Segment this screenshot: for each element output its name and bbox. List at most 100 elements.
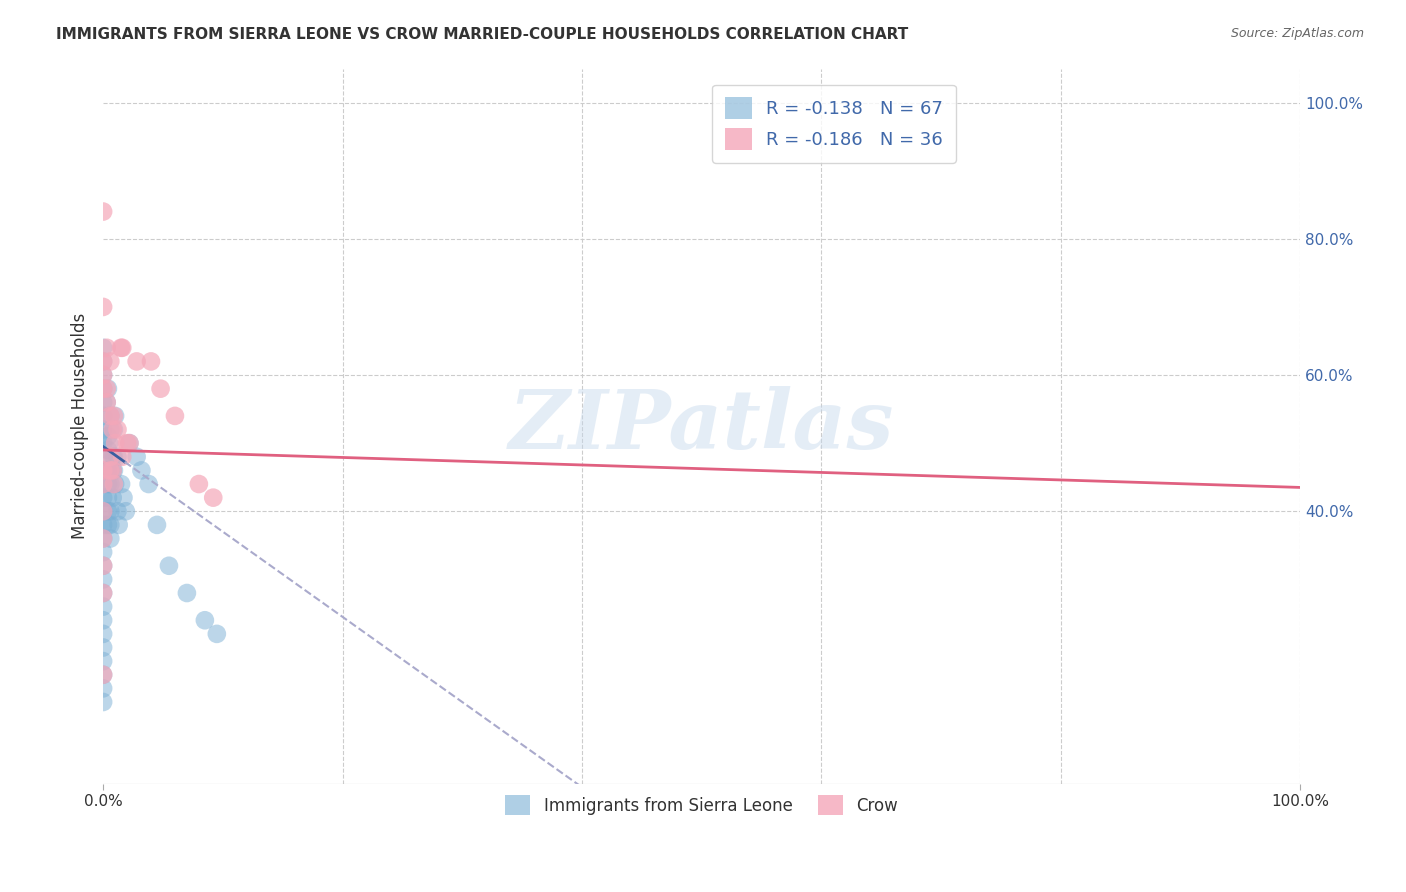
- Point: [91, 395, 114, 409]
- Point: [139, 354, 162, 368]
- Point: [98, 423, 121, 437]
- Point: [98, 532, 121, 546]
- Point: [98, 463, 121, 477]
- Point: [91, 586, 114, 600]
- Text: Source: ZipAtlas.com: Source: ZipAtlas.com: [1230, 27, 1364, 40]
- Point: [111, 341, 134, 355]
- Point: [96, 395, 118, 409]
- Point: [98, 504, 121, 518]
- Point: [91, 654, 114, 668]
- Point: [91, 382, 114, 396]
- Point: [97, 477, 120, 491]
- Point: [91, 463, 114, 477]
- Point: [101, 423, 124, 437]
- Point: [104, 477, 127, 491]
- Point: [91, 477, 114, 491]
- Point: [107, 504, 129, 518]
- Point: [101, 450, 124, 464]
- Point: [91, 558, 114, 573]
- Point: [205, 627, 228, 641]
- Legend: Immigrants from Sierra Leone, Crow: Immigrants from Sierra Leone, Crow: [495, 785, 908, 825]
- Point: [202, 491, 225, 505]
- Point: [111, 450, 134, 464]
- Point: [91, 450, 114, 464]
- Point: [98, 354, 121, 368]
- Point: [98, 436, 121, 450]
- Point: [125, 354, 148, 368]
- Point: [97, 382, 120, 396]
- Point: [91, 409, 114, 423]
- Text: IMMIGRANTS FROM SIERRA LEONE VS CROW MARRIED-COUPLE HOUSEHOLDS CORRELATION CHART: IMMIGRANTS FROM SIERRA LEONE VS CROW MAR…: [56, 27, 908, 42]
- Point: [98, 477, 121, 491]
- Point: [125, 450, 148, 464]
- Point: [194, 613, 217, 627]
- Point: [91, 532, 114, 546]
- Point: [107, 517, 129, 532]
- Point: [149, 382, 172, 396]
- Point: [101, 463, 124, 477]
- Point: [118, 436, 141, 450]
- Point: [91, 627, 114, 641]
- Point: [163, 409, 186, 423]
- Point: [103, 463, 125, 477]
- Point: [91, 504, 114, 518]
- Point: [91, 463, 114, 477]
- Point: [91, 613, 114, 627]
- Point: [138, 477, 160, 491]
- Point: [110, 477, 132, 491]
- Point: [91, 517, 114, 532]
- Point: [91, 300, 114, 314]
- Point: [91, 504, 114, 518]
- Point: [98, 517, 121, 532]
- Point: [118, 436, 141, 450]
- Point: [107, 423, 129, 437]
- Point: [91, 423, 114, 437]
- Point: [91, 368, 114, 382]
- Point: [98, 409, 121, 423]
- Point: [91, 599, 114, 614]
- Point: [112, 491, 135, 505]
- Point: [91, 204, 114, 219]
- Point: [97, 442, 120, 457]
- Point: [176, 586, 198, 600]
- Point: [91, 695, 114, 709]
- Point: [91, 667, 114, 681]
- Point: [91, 558, 114, 573]
- Point: [103, 477, 125, 491]
- Point: [91, 640, 114, 655]
- Point: [131, 463, 153, 477]
- Point: [96, 382, 118, 396]
- Point: [91, 341, 114, 355]
- Point: [91, 354, 114, 368]
- Point: [115, 436, 138, 450]
- Point: [97, 504, 120, 518]
- Point: [91, 354, 114, 368]
- Point: [101, 463, 124, 477]
- Point: [98, 450, 121, 464]
- Point: [104, 436, 127, 450]
- Text: ZIPatlas: ZIPatlas: [509, 386, 894, 467]
- Point: [103, 423, 125, 437]
- Point: [91, 545, 114, 559]
- Point: [97, 491, 120, 505]
- Point: [104, 409, 127, 423]
- Point: [97, 429, 120, 443]
- Point: [97, 517, 120, 532]
- Point: [103, 450, 125, 464]
- Point: [91, 667, 114, 681]
- Point: [91, 681, 114, 696]
- Point: [91, 382, 114, 396]
- Point: [157, 558, 180, 573]
- Point: [96, 395, 118, 409]
- Point: [91, 491, 114, 505]
- Y-axis label: Married-couple Households: Married-couple Households: [72, 313, 89, 540]
- Point: [187, 477, 209, 491]
- Point: [91, 573, 114, 587]
- Point: [98, 463, 121, 477]
- Point: [98, 409, 121, 423]
- Point: [91, 532, 114, 546]
- Point: [115, 504, 138, 518]
- Point: [101, 491, 124, 505]
- Point: [146, 517, 169, 532]
- Point: [91, 477, 114, 491]
